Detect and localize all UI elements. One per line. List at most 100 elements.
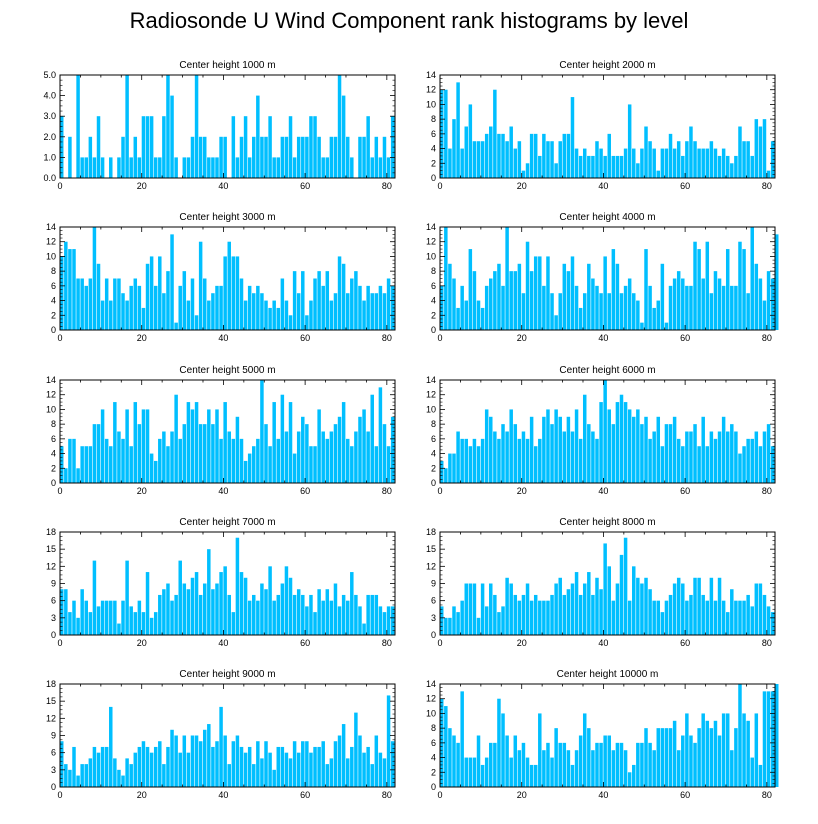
histogram-bar <box>207 157 211 178</box>
histogram-bar <box>587 424 591 483</box>
histogram-bar <box>207 724 211 787</box>
histogram-bar <box>725 155 730 178</box>
histogram-bar <box>652 307 656 330</box>
histogram-bar <box>158 256 162 330</box>
histogram-bar <box>301 741 305 787</box>
y-tick-label: 12 <box>426 561 436 571</box>
histogram-bar <box>762 119 767 178</box>
histogram-bar <box>117 278 121 330</box>
histogram-bar <box>754 431 759 483</box>
histogram-bar <box>333 741 338 787</box>
histogram-bar <box>309 300 313 330</box>
chart-panel: Center height 8000 m 0 20 40 60 80 0 3 6 9 12 15 18 <box>426 517 776 648</box>
histogram-bar <box>354 594 358 635</box>
histogram-bar <box>668 728 673 787</box>
histogram-bar <box>174 322 178 330</box>
histogram-bar <box>325 157 330 178</box>
histogram-bar <box>525 757 530 787</box>
histogram-bar <box>529 133 534 178</box>
histogram-bar <box>190 577 195 635</box>
histogram-bar <box>664 600 669 635</box>
histogram-bar <box>717 577 722 635</box>
histogram-bar <box>243 460 248 483</box>
histogram-bar <box>578 307 583 330</box>
histogram-bar <box>656 416 661 483</box>
chart-panel: Center height 2000 m 0 20 40 60 80 0 2 4 6 8 10 12 14 <box>426 60 776 191</box>
histogram-bar <box>721 713 726 787</box>
histogram-bar <box>227 594 231 635</box>
histogram-bar <box>525 438 530 483</box>
x-tick-label: 40 <box>598 790 608 800</box>
y-tick-label: 8 <box>51 419 56 429</box>
histogram-bar <box>317 746 321 787</box>
histogram-bar <box>525 583 530 635</box>
histogram-bar <box>333 424 338 483</box>
histogram-bar <box>627 104 632 178</box>
histogram-bar <box>501 713 505 787</box>
histogram-bar <box>386 446 391 483</box>
histogram-bar <box>317 271 321 330</box>
x-tick-label: 80 <box>382 333 392 343</box>
histogram-bar <box>284 431 289 483</box>
histogram-bar <box>546 600 550 635</box>
histogram-bar <box>529 600 534 635</box>
histogram-bar <box>562 263 567 330</box>
histogram-bar <box>713 720 718 787</box>
histogram-bar <box>96 263 101 330</box>
histogram-bar <box>162 116 166 178</box>
histogram-bar <box>121 136 125 178</box>
histogram-bar <box>456 82 460 178</box>
histogram-bar <box>550 594 554 635</box>
histogram-bar <box>758 446 763 483</box>
histogram-bar <box>489 583 493 635</box>
histogram-bar <box>321 431 325 483</box>
histogram-bar <box>501 606 505 635</box>
histogram-bar <box>721 285 726 330</box>
histogram-bar <box>158 741 162 787</box>
histogram-bar <box>76 75 80 178</box>
histogram-bar <box>509 126 513 178</box>
histogram-bar <box>227 241 231 330</box>
histogram-bar <box>672 148 677 178</box>
histogram-bar <box>538 256 542 330</box>
histogram-bar <box>632 148 636 178</box>
histogram-bar <box>770 612 775 635</box>
histogram-bar <box>681 583 685 635</box>
histogram-bar <box>562 133 567 178</box>
histogram-bar <box>501 133 505 178</box>
y-tick-label: 2 <box>431 158 436 168</box>
histogram-bar <box>480 438 485 483</box>
histogram-bar <box>141 116 146 178</box>
histogram-bar <box>517 141 522 178</box>
y-tick-label: 4 <box>51 449 56 459</box>
histogram-bar <box>292 741 297 787</box>
x-tick-label: 40 <box>218 181 228 191</box>
histogram-bar <box>382 424 387 483</box>
histogram-bar <box>693 742 697 787</box>
histogram-bar <box>464 757 468 787</box>
histogram-bar <box>268 566 272 635</box>
histogram-bar <box>358 606 362 635</box>
y-tick-label: 12 <box>46 561 56 571</box>
histogram-bar <box>325 764 330 787</box>
histogram-bar <box>133 752 138 787</box>
histogram-bar <box>775 234 779 330</box>
y-tick-label: 8 <box>431 114 436 124</box>
histogram-bar <box>129 157 133 178</box>
histogram-bar <box>117 157 121 178</box>
histogram-bar <box>313 446 317 483</box>
histogram-bar <box>329 758 334 787</box>
histogram-bar <box>574 572 579 635</box>
histogram-bar <box>288 315 293 330</box>
x-tick-label: 20 <box>517 181 527 191</box>
y-tick-label: 2 <box>51 310 56 320</box>
y-tick-label: 6 <box>431 129 436 139</box>
x-tick-label: 80 <box>762 638 772 648</box>
histogram-bar <box>272 600 276 635</box>
histogram-bar <box>202 583 207 635</box>
histogram-bar <box>484 133 489 178</box>
histogram-bar <box>194 315 199 330</box>
histogram-bar <box>570 764 575 787</box>
histogram-bar <box>701 416 705 483</box>
histogram-bar <box>190 136 195 178</box>
